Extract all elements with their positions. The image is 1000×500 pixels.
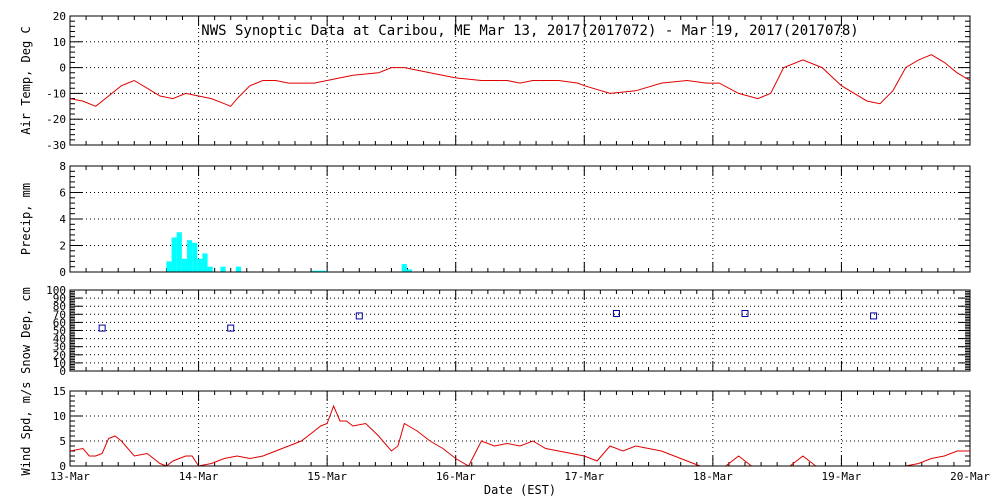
xtick-label: 14-Mar (179, 470, 219, 483)
precip-bar (166, 261, 172, 272)
air-temp-ytick-label: -20 (46, 113, 66, 126)
snow-depth-ytick-label: 80 (53, 300, 66, 313)
air-temp-ytick-label: 0 (59, 62, 66, 75)
xtick-label: 19-Mar (822, 470, 862, 483)
snow-depth-ylabel: Snow Dep, cm (19, 287, 33, 374)
snow-depth-ytick-label: 30 (53, 341, 66, 354)
xtick-label: 20-Mar (950, 470, 990, 483)
precip-bar (176, 232, 182, 272)
precip-bar (406, 269, 412, 272)
snow-depth-ytick-label: 0 (59, 365, 66, 378)
precip-bar (235, 266, 241, 272)
air-temp-ytick-label: 20 (53, 10, 66, 23)
precip-ytick-label: 0 (59, 266, 66, 279)
wind-speed-ytick-label: 0 (59, 460, 66, 473)
precip-bar (401, 264, 407, 272)
snow-depth-point (741, 309, 749, 317)
snow-depth-ytick-label: 50 (53, 325, 66, 338)
snow-depth-ytick-label: 100 (46, 284, 66, 297)
snow-depth-point (98, 324, 106, 332)
snow-depth-ytick-label: 10 (53, 357, 66, 370)
snow-depth-ytick-label: 90 (53, 292, 66, 305)
snow-depth-ytick-label: 60 (53, 316, 66, 329)
xtick-label: 16-Mar (436, 470, 476, 483)
wind-speed-series-line (69, 404, 970, 467)
precip-ytick-label: 4 (59, 213, 66, 226)
precip-ytick-label: 8 (59, 160, 66, 173)
snow-depth-point (870, 312, 878, 320)
xlabel: Date (EST) (484, 483, 556, 497)
precip-bar (202, 253, 208, 272)
precip-bar (207, 266, 213, 272)
precip-bar (220, 266, 226, 272)
snow-depth-point (227, 324, 235, 332)
wind-speed-ylabel: Wind Spd, m/s (19, 382, 33, 476)
precip-ytick-label: 6 (59, 187, 66, 200)
chart-title: NWS Synoptic Data at Caribou, ME Mar 13,… (201, 23, 858, 39)
precip-bar (171, 237, 177, 272)
air-temp-series-line (69, 54, 971, 107)
panel-wind-speed: 0 5 10 15 Wind Spd, m/s 13-Mar 14-Mar 15-Mar 16-… (19, 382, 990, 497)
wind-speed-ytick-label: 15 (53, 385, 66, 398)
snow-depth-ytick-label: 20 (53, 349, 66, 362)
xtick-label: 18-Mar (693, 470, 733, 483)
air-temp-ytick-label: -30 (46, 139, 66, 152)
snow-depth-point (612, 309, 620, 317)
xtick-label: 13-Mar (50, 470, 90, 483)
air-temp-ytick-label: 10 (53, 36, 66, 49)
xtick-label: 15-Mar (307, 470, 347, 483)
air-temp-ytick-label: -10 (46, 87, 66, 100)
panel-precip: 0 2 4 6 8 Precip, mm (19, 160, 971, 279)
panel-air-temp: -30 -20 -10 0 10 20 Air Temp, Deg C (19, 10, 971, 152)
snow-depth-ytick-label: 40 (53, 333, 66, 346)
air-temp-frame (69, 15, 971, 146)
precip-bar (187, 240, 193, 272)
wind-speed-ytick-label: 5 (59, 435, 66, 448)
precip-ylabel: Precip, mm (19, 183, 33, 255)
snow-depth-frame (69, 289, 971, 372)
precip-bar (311, 270, 328, 272)
precip-ytick-label: 2 (59, 240, 66, 253)
precip-frame (69, 165, 971, 273)
snow-depth-ytick-label: 70 (53, 308, 66, 321)
precip-bar (181, 258, 187, 272)
snow-depth-point (355, 312, 363, 320)
air-temp-ylabel: Air Temp, Deg C (19, 26, 33, 134)
xtick-label: 17-Mar (564, 470, 604, 483)
precip-bar (192, 242, 198, 272)
precip-bar (197, 258, 203, 272)
wind-speed-frame (69, 390, 971, 467)
wind-speed-ytick-label: 10 (53, 410, 66, 423)
